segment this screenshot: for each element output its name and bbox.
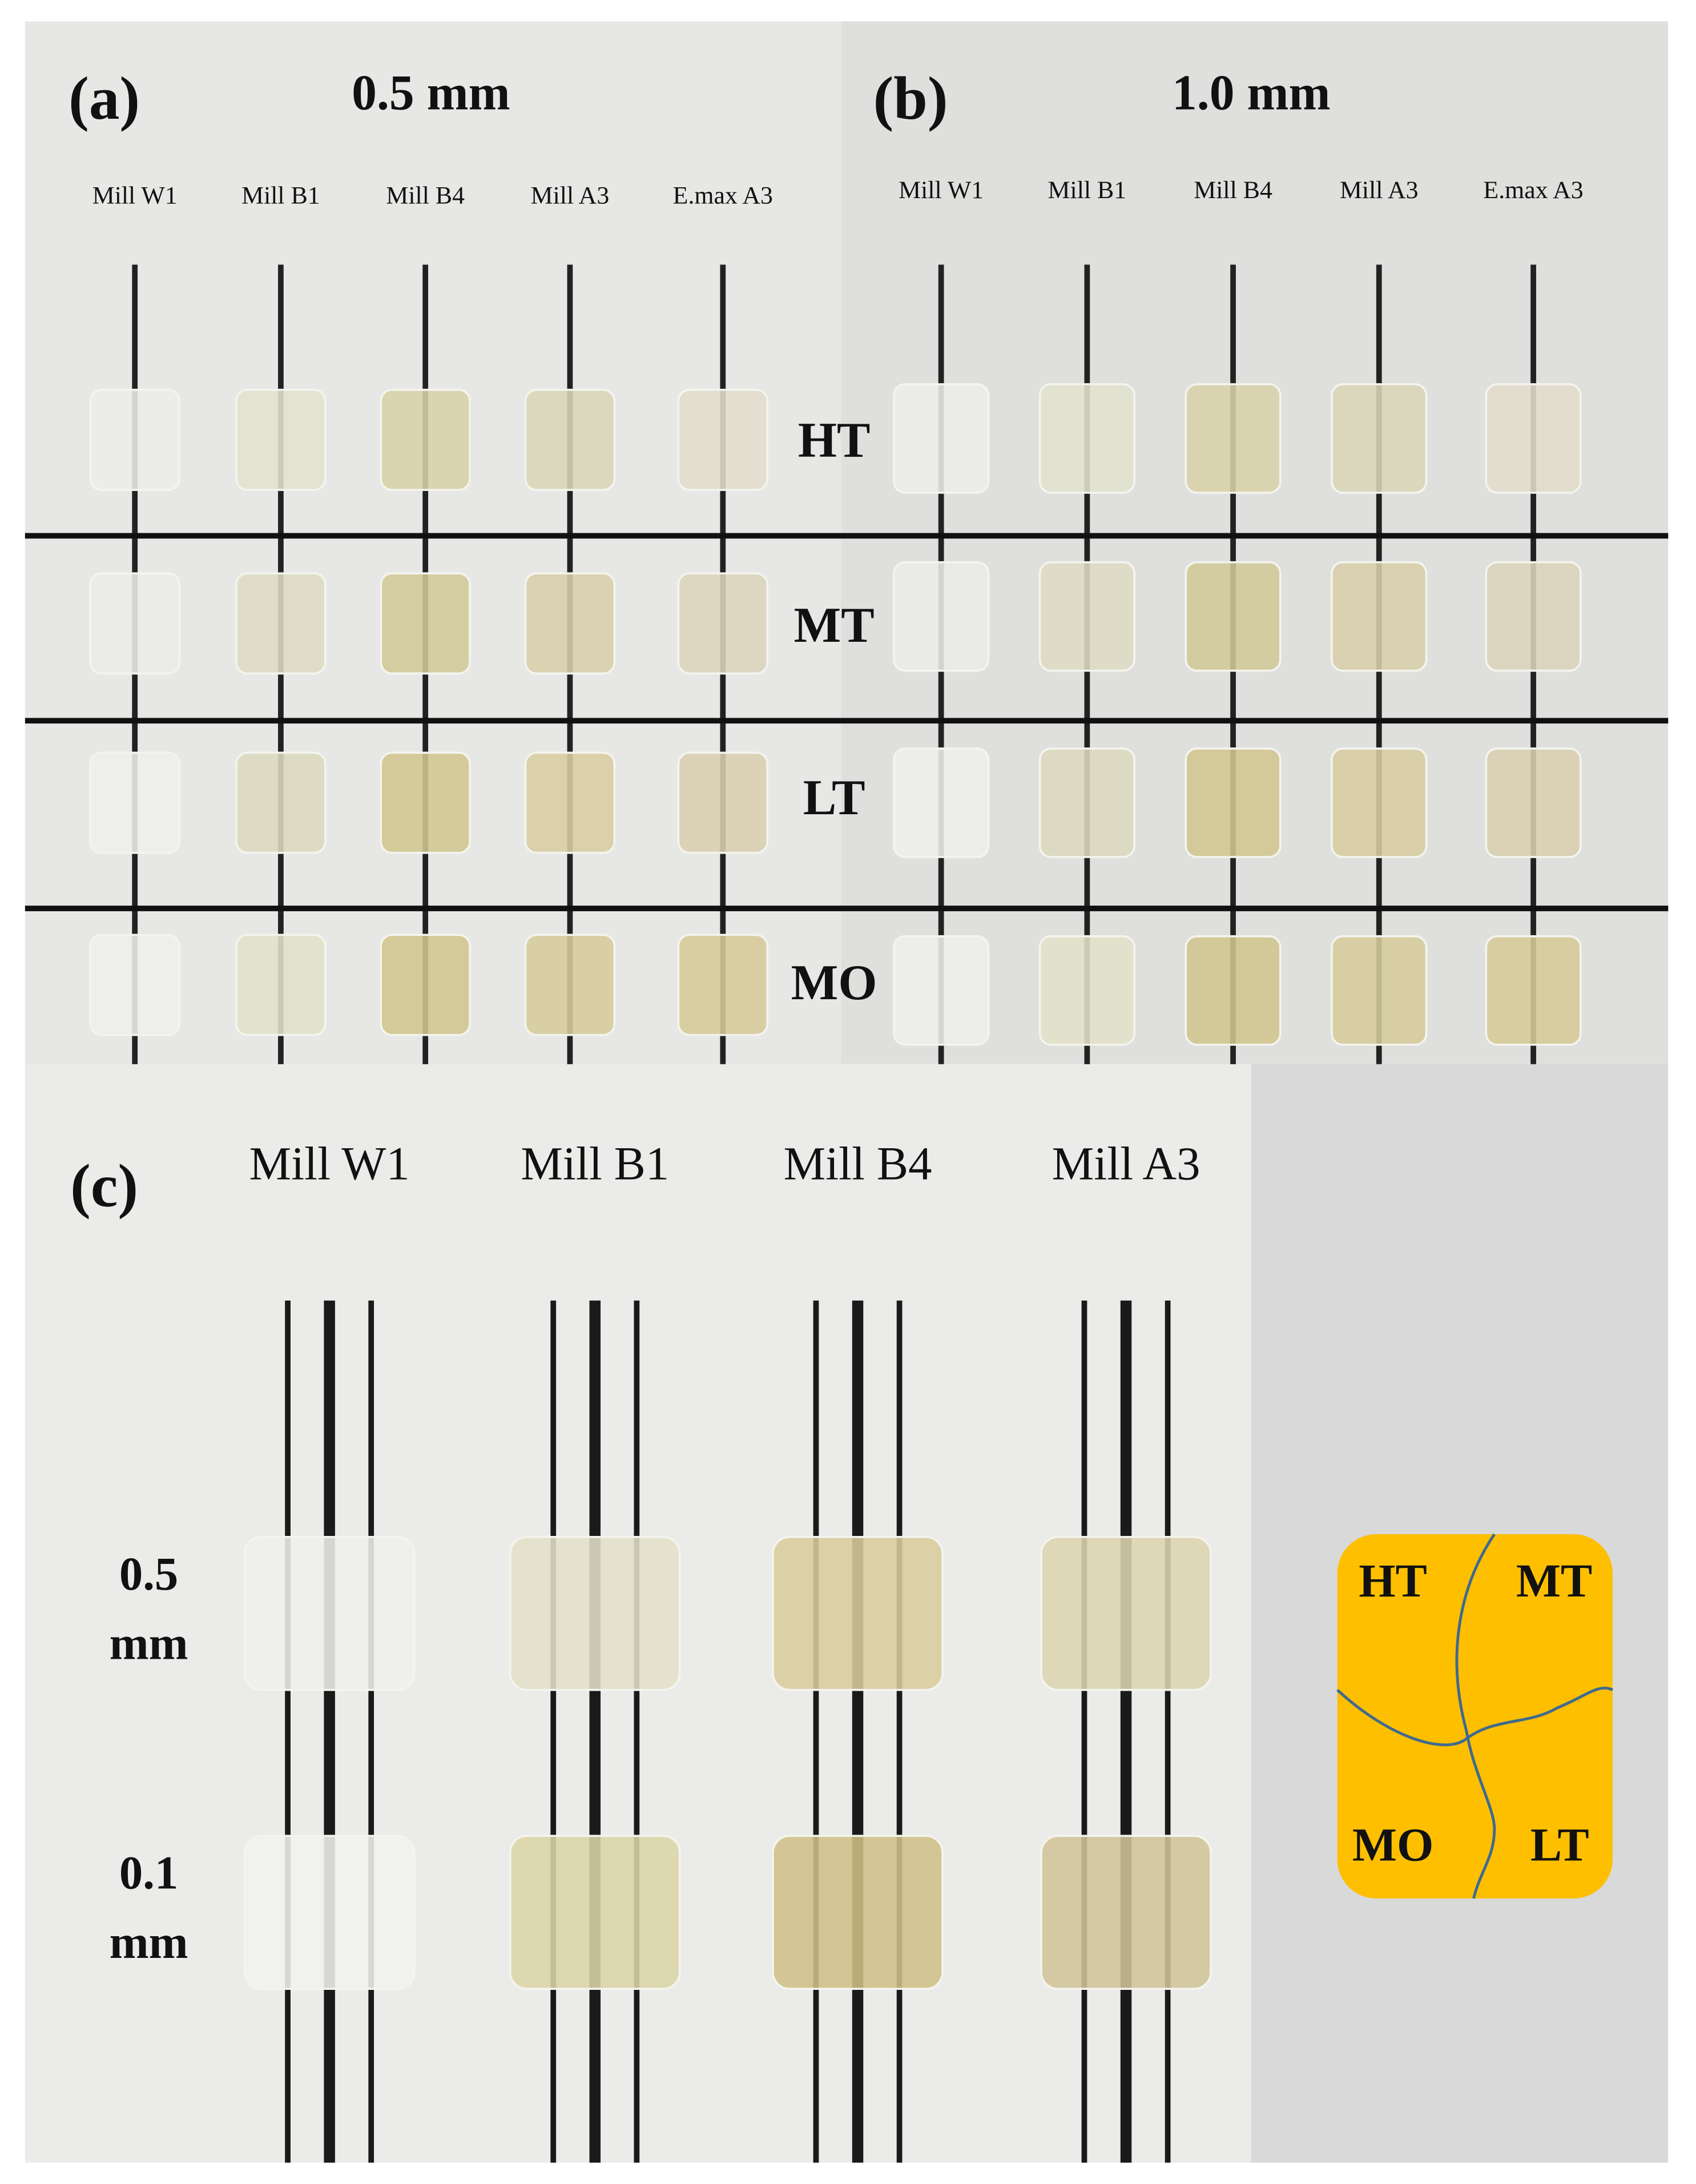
sample-tile — [677, 572, 769, 675]
sample-tile — [677, 388, 769, 491]
sample-tile — [1038, 935, 1135, 1046]
sample-tile — [772, 1835, 944, 1990]
panel-b-photo — [841, 21, 1669, 1064]
legend-label: MO — [1352, 1819, 1434, 1871]
sample-tile — [243, 1535, 416, 1691]
column-label: Mill A3 — [1052, 1137, 1201, 1189]
sample-tile — [1185, 935, 1282, 1046]
sample-tile — [772, 1535, 944, 1691]
column-label: Mill W1 — [92, 182, 178, 210]
sample-tile — [524, 934, 616, 1036]
sample-tile — [509, 1535, 681, 1691]
column-label: Mill B4 — [386, 182, 465, 210]
sample-tile — [677, 751, 769, 854]
content: (a) 0.5 mm Mill W1 Mill B1 Mill B4 Mill A3 E.m… — [25, 65, 1669, 2163]
thickness-label: 0.5 — [119, 1547, 178, 1600]
legend-boundary — [1455, 1533, 1496, 1899]
column-label: E.max A3 — [673, 182, 773, 210]
sample-tile — [89, 388, 180, 491]
legend-boundary — [1336, 1686, 1613, 1747]
thickness-label: mm — [110, 1617, 188, 1670]
legend-label: MT — [1516, 1554, 1592, 1607]
sample-tile — [380, 388, 471, 491]
column-label: Mill W1 — [899, 176, 984, 204]
sample-tile — [235, 388, 327, 491]
column-label: Mill W1 — [249, 1137, 409, 1189]
sample-tile — [1331, 935, 1428, 1046]
sample-tile — [677, 934, 769, 1036]
sample-tile — [1185, 561, 1282, 672]
column-label: Mill A3 — [531, 182, 610, 210]
sample-tile — [89, 751, 180, 854]
sample-tile — [1485, 935, 1582, 1046]
sample-tile — [1038, 747, 1135, 858]
sample-tile — [524, 388, 616, 491]
thickness-label: 1.0 mm — [1172, 65, 1331, 120]
sample-tile — [1185, 383, 1282, 494]
panel-label: (c) — [70, 1152, 138, 1220]
sample-tile — [1485, 383, 1582, 494]
sample-tile — [1185, 747, 1282, 858]
sample-tile — [893, 747, 990, 858]
sample-tile — [1485, 561, 1582, 672]
row-label: HT — [798, 412, 871, 468]
sample-tile — [1331, 747, 1428, 858]
sample-tile — [524, 751, 616, 854]
panel-label: (b) — [873, 65, 948, 132]
sample-tile — [1331, 383, 1428, 494]
sample-tile — [509, 1835, 681, 1990]
thickness-label: mm — [110, 1916, 188, 1968]
column-label: Mill A3 — [1340, 176, 1419, 204]
legend-label: HT — [1359, 1554, 1427, 1607]
sample-tile — [1040, 1835, 1212, 1990]
column-label: Mill B1 — [521, 1137, 669, 1189]
sample-tile — [893, 561, 990, 672]
sample-tile — [380, 934, 471, 1036]
sample-tile — [1038, 383, 1135, 494]
column-label: E.max A3 — [1483, 176, 1583, 204]
sample-tile — [524, 572, 616, 675]
column-label: Mill B1 — [1048, 176, 1127, 204]
sample-tile — [380, 751, 471, 854]
sample-tile — [89, 572, 180, 675]
thickness-label: 0.1 — [119, 1846, 178, 1899]
panel-a-photo — [25, 21, 841, 1064]
row-label: LT — [803, 770, 865, 825]
sample-tile — [1485, 747, 1582, 858]
row-label: MO — [791, 955, 877, 1010]
sample-tile — [89, 934, 180, 1036]
sample-tile — [235, 751, 327, 854]
sample-tile — [235, 934, 327, 1036]
sample-tile — [243, 1835, 416, 1990]
sample-tile — [380, 572, 471, 675]
legend-tile — [1337, 1534, 1613, 1899]
panel-label: (a) — [69, 65, 140, 132]
sample-tile — [893, 383, 990, 494]
sample-tile — [893, 935, 990, 1046]
thickness-label: 0.5 mm — [352, 65, 510, 120]
column-label: Mill B4 — [1194, 176, 1272, 204]
row-label: MT — [794, 597, 875, 653]
column-label: Mill B4 — [784, 1137, 932, 1189]
legend-label: LT — [1530, 1819, 1589, 1871]
sample-tile — [1331, 561, 1428, 672]
sample-tile — [235, 572, 327, 675]
sample-tile — [1038, 561, 1135, 672]
sample-tile — [1040, 1535, 1212, 1691]
column-label: Mill B1 — [241, 182, 320, 210]
